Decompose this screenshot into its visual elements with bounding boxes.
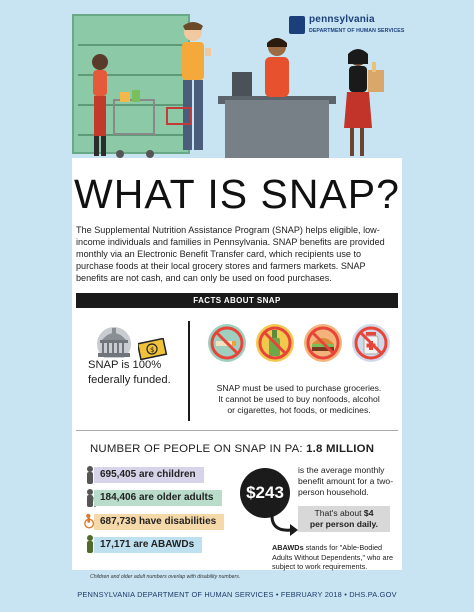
shopper-with-cart-illustration — [92, 54, 155, 158]
stat-disabilities-label: have disabilities — [138, 516, 217, 527]
per-day-box: That's about $4 per person daily. — [298, 506, 390, 532]
page-title: WHAT IS SNAP? — [74, 171, 400, 217]
adult-worker-icon — [87, 535, 93, 553]
fact-funding: SNAP is 100% federally funded. — [88, 358, 171, 388]
stat-children-label: are children — [138, 469, 196, 480]
money-bill-icon: $ — [138, 338, 168, 360]
facts-divider — [188, 321, 190, 421]
child-icon — [87, 466, 93, 484]
per-day-line1: That's about — [314, 508, 362, 518]
people-total: 1.8 MILLION — [306, 443, 375, 455]
stat-disabilities-value: 687,739 — [100, 516, 137, 527]
fact-groceries-line3: or cigarettes, hot foods, or medicines. — [227, 405, 371, 415]
fact-groceries-line1: SNAP must be used to purchase groceries. — [216, 383, 382, 393]
stat-older-adults-value: 184,406 — [100, 492, 137, 503]
hero-illustration: pennsylvania DEPARTMENT OF HUMAN SERVICE… — [0, 0, 474, 175]
keystone-seal-icon — [289, 16, 305, 34]
stat-abawds-label: are ABAWDs — [133, 539, 195, 550]
fact-groceries-line2: It cannot be used to buy nonfoods, alcoh… — [218, 394, 380, 404]
info-card: WHAT IS SNAP? The Supplemental Nutrition… — [72, 158, 402, 580]
checkout-counter — [225, 100, 329, 160]
curved-arrow-icon — [270, 516, 298, 536]
stat-abawds-value: 17,171 — [100, 539, 131, 550]
benefit-text: is the average monthly benefit amount fo… — [298, 465, 394, 497]
abawd-definition: ABAWDs stands for "Able-Bodied Adults Wi… — [272, 543, 400, 572]
people-label: NUMBER OF PEOPLE ON SNAP IN PA: — [90, 443, 303, 455]
fact-groceries: SNAP must be used to purchase groceries.… — [200, 383, 398, 416]
fact-funding-line1: SNAP is 100% — [88, 359, 162, 371]
stat-abawds-bar: 17,171 are ABAWDs — [94, 537, 202, 553]
logo-name: pennsylvania — [309, 14, 375, 25]
no-hot-food-icon — [304, 324, 342, 362]
stat-disabilities-bar: 687,739 have disabilities — [94, 514, 224, 530]
facts-header: FACTS ABOUT SNAP — [76, 293, 398, 308]
benefit-amount-badge: $243 — [240, 468, 290, 518]
capitol-building-icon — [97, 327, 131, 358]
intro-paragraph: The Supplemental Nutrition Assistance Pr… — [76, 225, 385, 283]
man-with-basket-illustration — [166, 22, 211, 150]
dhs-logo: pennsylvania DEPARTMENT OF HUMAN SERVICE… — [289, 14, 419, 44]
stat-older-adults-label: are older adults — [138, 492, 214, 503]
fact-funding-line2: federally funded. — [88, 374, 171, 386]
stat-children-value: 695,405 — [100, 469, 137, 480]
svg-text:$: $ — [150, 346, 154, 354]
people-heading: NUMBER OF PEOPLE ON SNAP IN PA: 1.8 MILL… — [90, 443, 374, 455]
section-divider — [76, 430, 398, 431]
stat-older-adults-bar: 184,406 are older adults — [94, 490, 222, 506]
logo-dept: DEPARTMENT OF HUMAN SERVICES — [309, 28, 405, 34]
no-alcohol-icon — [256, 324, 294, 362]
cashier-illustration — [265, 38, 289, 97]
per-day-value: $4 — [363, 508, 374, 518]
stat-children-bar: 695,405 are children — [94, 467, 204, 483]
no-cigarettes-icon — [208, 324, 246, 362]
woman-with-groceries-illustration — [344, 49, 384, 156]
page-footer: PENNSYLVANIA DEPARTMENT OF HUMAN SERVICE… — [77, 590, 397, 599]
abawd-text: stands for "Able-Bodied Adults Without D… — [272, 543, 394, 571]
abawd-term: ABAWDs — [272, 543, 304, 552]
per-day-line2: per person daily. — [309, 519, 379, 529]
footnote: Children and older adult numbers overlap… — [90, 574, 241, 580]
cash-register-icon — [232, 72, 252, 96]
no-medicine-icon — [352, 324, 390, 362]
wheelchair-icon — [84, 513, 95, 529]
